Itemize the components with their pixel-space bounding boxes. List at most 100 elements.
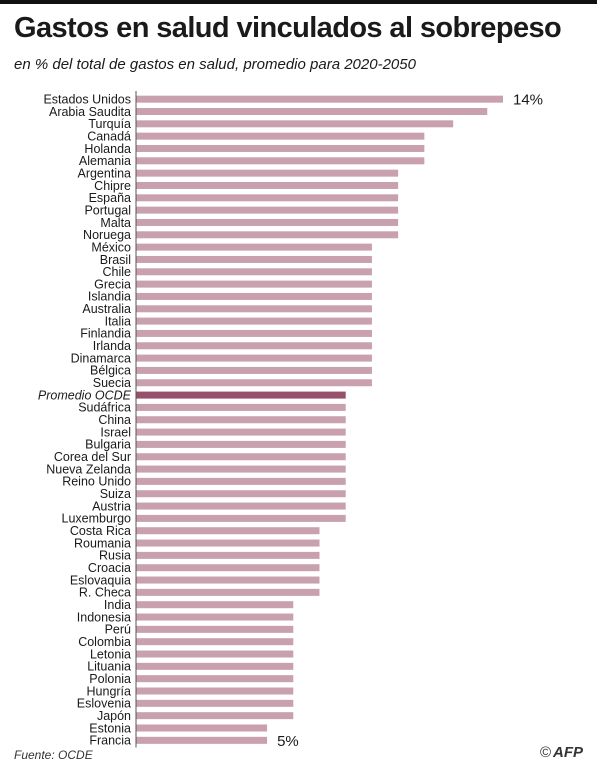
category-label: Rusia xyxy=(99,549,131,563)
category-label: Corea del Sur xyxy=(54,450,131,464)
bar xyxy=(136,280,372,288)
category-label: Chile xyxy=(103,265,132,279)
bar xyxy=(136,95,503,103)
category-label: Grecia xyxy=(94,277,131,291)
bar xyxy=(136,576,320,584)
category-label: Malta xyxy=(100,216,131,230)
bar xyxy=(136,551,320,559)
bar xyxy=(136,243,372,251)
category-label: Roumania xyxy=(74,536,131,550)
afp-logo-text: AFP xyxy=(553,744,583,761)
bar xyxy=(136,169,399,177)
category-label: Austria xyxy=(92,499,131,513)
bar xyxy=(136,638,294,646)
source-note: Fuente: OCDE xyxy=(14,748,93,762)
bar xyxy=(136,317,372,325)
category-label: Turquía xyxy=(88,117,131,131)
bar xyxy=(136,305,372,313)
bar xyxy=(136,120,454,128)
category-label: Noruega xyxy=(83,228,131,242)
bar xyxy=(136,416,346,424)
category-label: Sudáfrica xyxy=(78,401,131,415)
bar xyxy=(136,144,425,152)
bar xyxy=(136,354,372,362)
category-label: Indonesia xyxy=(77,610,131,624)
bar xyxy=(136,218,399,226)
value-annotation: 5% xyxy=(277,733,299,750)
copyright-icon: © xyxy=(539,744,551,761)
bar-highlight xyxy=(136,391,346,399)
bar xyxy=(136,527,320,535)
category-label: Italia xyxy=(105,314,131,328)
category-label: Argentina xyxy=(77,166,131,180)
category-label: Bélgica xyxy=(90,364,131,378)
category-label: Eslovaquia xyxy=(70,573,131,587)
bar xyxy=(136,255,372,263)
bar xyxy=(136,564,320,572)
bar xyxy=(136,465,346,473)
category-label: Nueva Zelanda xyxy=(46,462,131,476)
chart-title: Gastos en salud vinculados al sobrepeso xyxy=(14,12,562,44)
bar xyxy=(136,206,399,214)
bar xyxy=(136,687,294,695)
bar xyxy=(136,194,399,202)
bar xyxy=(136,539,320,547)
category-label: Eslovenia xyxy=(77,697,131,711)
category-label: Promedio OCDE xyxy=(38,388,132,402)
category-label: Suecia xyxy=(93,376,131,390)
category-label: Dinamarca xyxy=(71,351,131,365)
bar xyxy=(136,502,346,510)
category-label: Arabia Saudita xyxy=(49,105,131,119)
bar xyxy=(136,662,294,670)
category-label: Polonia xyxy=(89,672,131,686)
bar xyxy=(136,403,346,411)
bar xyxy=(136,428,346,436)
bar xyxy=(136,736,268,744)
bar xyxy=(136,601,294,609)
category-label: Finlandia xyxy=(80,327,131,341)
top-rule xyxy=(0,0,597,4)
category-label: Estados Unidos xyxy=(43,92,131,106)
category-label: Islandia xyxy=(88,290,131,304)
chart-subtitle: en % del total de gastos en salud, prome… xyxy=(14,56,416,73)
category-label: India xyxy=(104,598,131,612)
bar xyxy=(136,514,346,522)
bar xyxy=(136,699,294,707)
category-label: Portugal xyxy=(84,203,131,217)
category-label: España xyxy=(89,191,131,205)
category-label: Australia xyxy=(82,302,131,316)
bar xyxy=(136,625,294,633)
category-label: Suiza xyxy=(100,487,131,501)
bar xyxy=(136,724,268,732)
bar xyxy=(136,588,320,596)
bar xyxy=(136,453,346,461)
category-label: Canadá xyxy=(87,129,131,143)
bar xyxy=(136,107,488,115)
category-label: Colombia xyxy=(78,635,131,649)
bar xyxy=(136,342,372,350)
value-annotation: 14% xyxy=(513,92,543,109)
bar xyxy=(136,181,399,189)
bar xyxy=(136,712,294,720)
category-label: Costa Rica xyxy=(70,524,131,538)
category-label: Letonia xyxy=(90,647,131,661)
bar xyxy=(136,231,399,239)
bar xyxy=(136,366,372,374)
bar xyxy=(136,477,346,485)
category-label: Estonia xyxy=(89,721,131,735)
category-label: Brasil xyxy=(100,253,131,267)
bar xyxy=(136,157,425,165)
bar xyxy=(136,490,346,498)
bar xyxy=(136,379,372,387)
category-label: Lituania xyxy=(87,660,131,674)
category-label: China xyxy=(98,413,131,427)
bar xyxy=(136,268,372,276)
category-label: Croacia xyxy=(88,561,131,575)
afp-logo: © AFP xyxy=(540,744,583,761)
bar xyxy=(136,292,372,300)
category-label: Holanda xyxy=(84,142,131,156)
category-label: Francia xyxy=(89,734,131,748)
category-label: Japón xyxy=(97,709,131,723)
category-label: Irlanda xyxy=(93,339,131,353)
category-label: Israel xyxy=(100,425,131,439)
